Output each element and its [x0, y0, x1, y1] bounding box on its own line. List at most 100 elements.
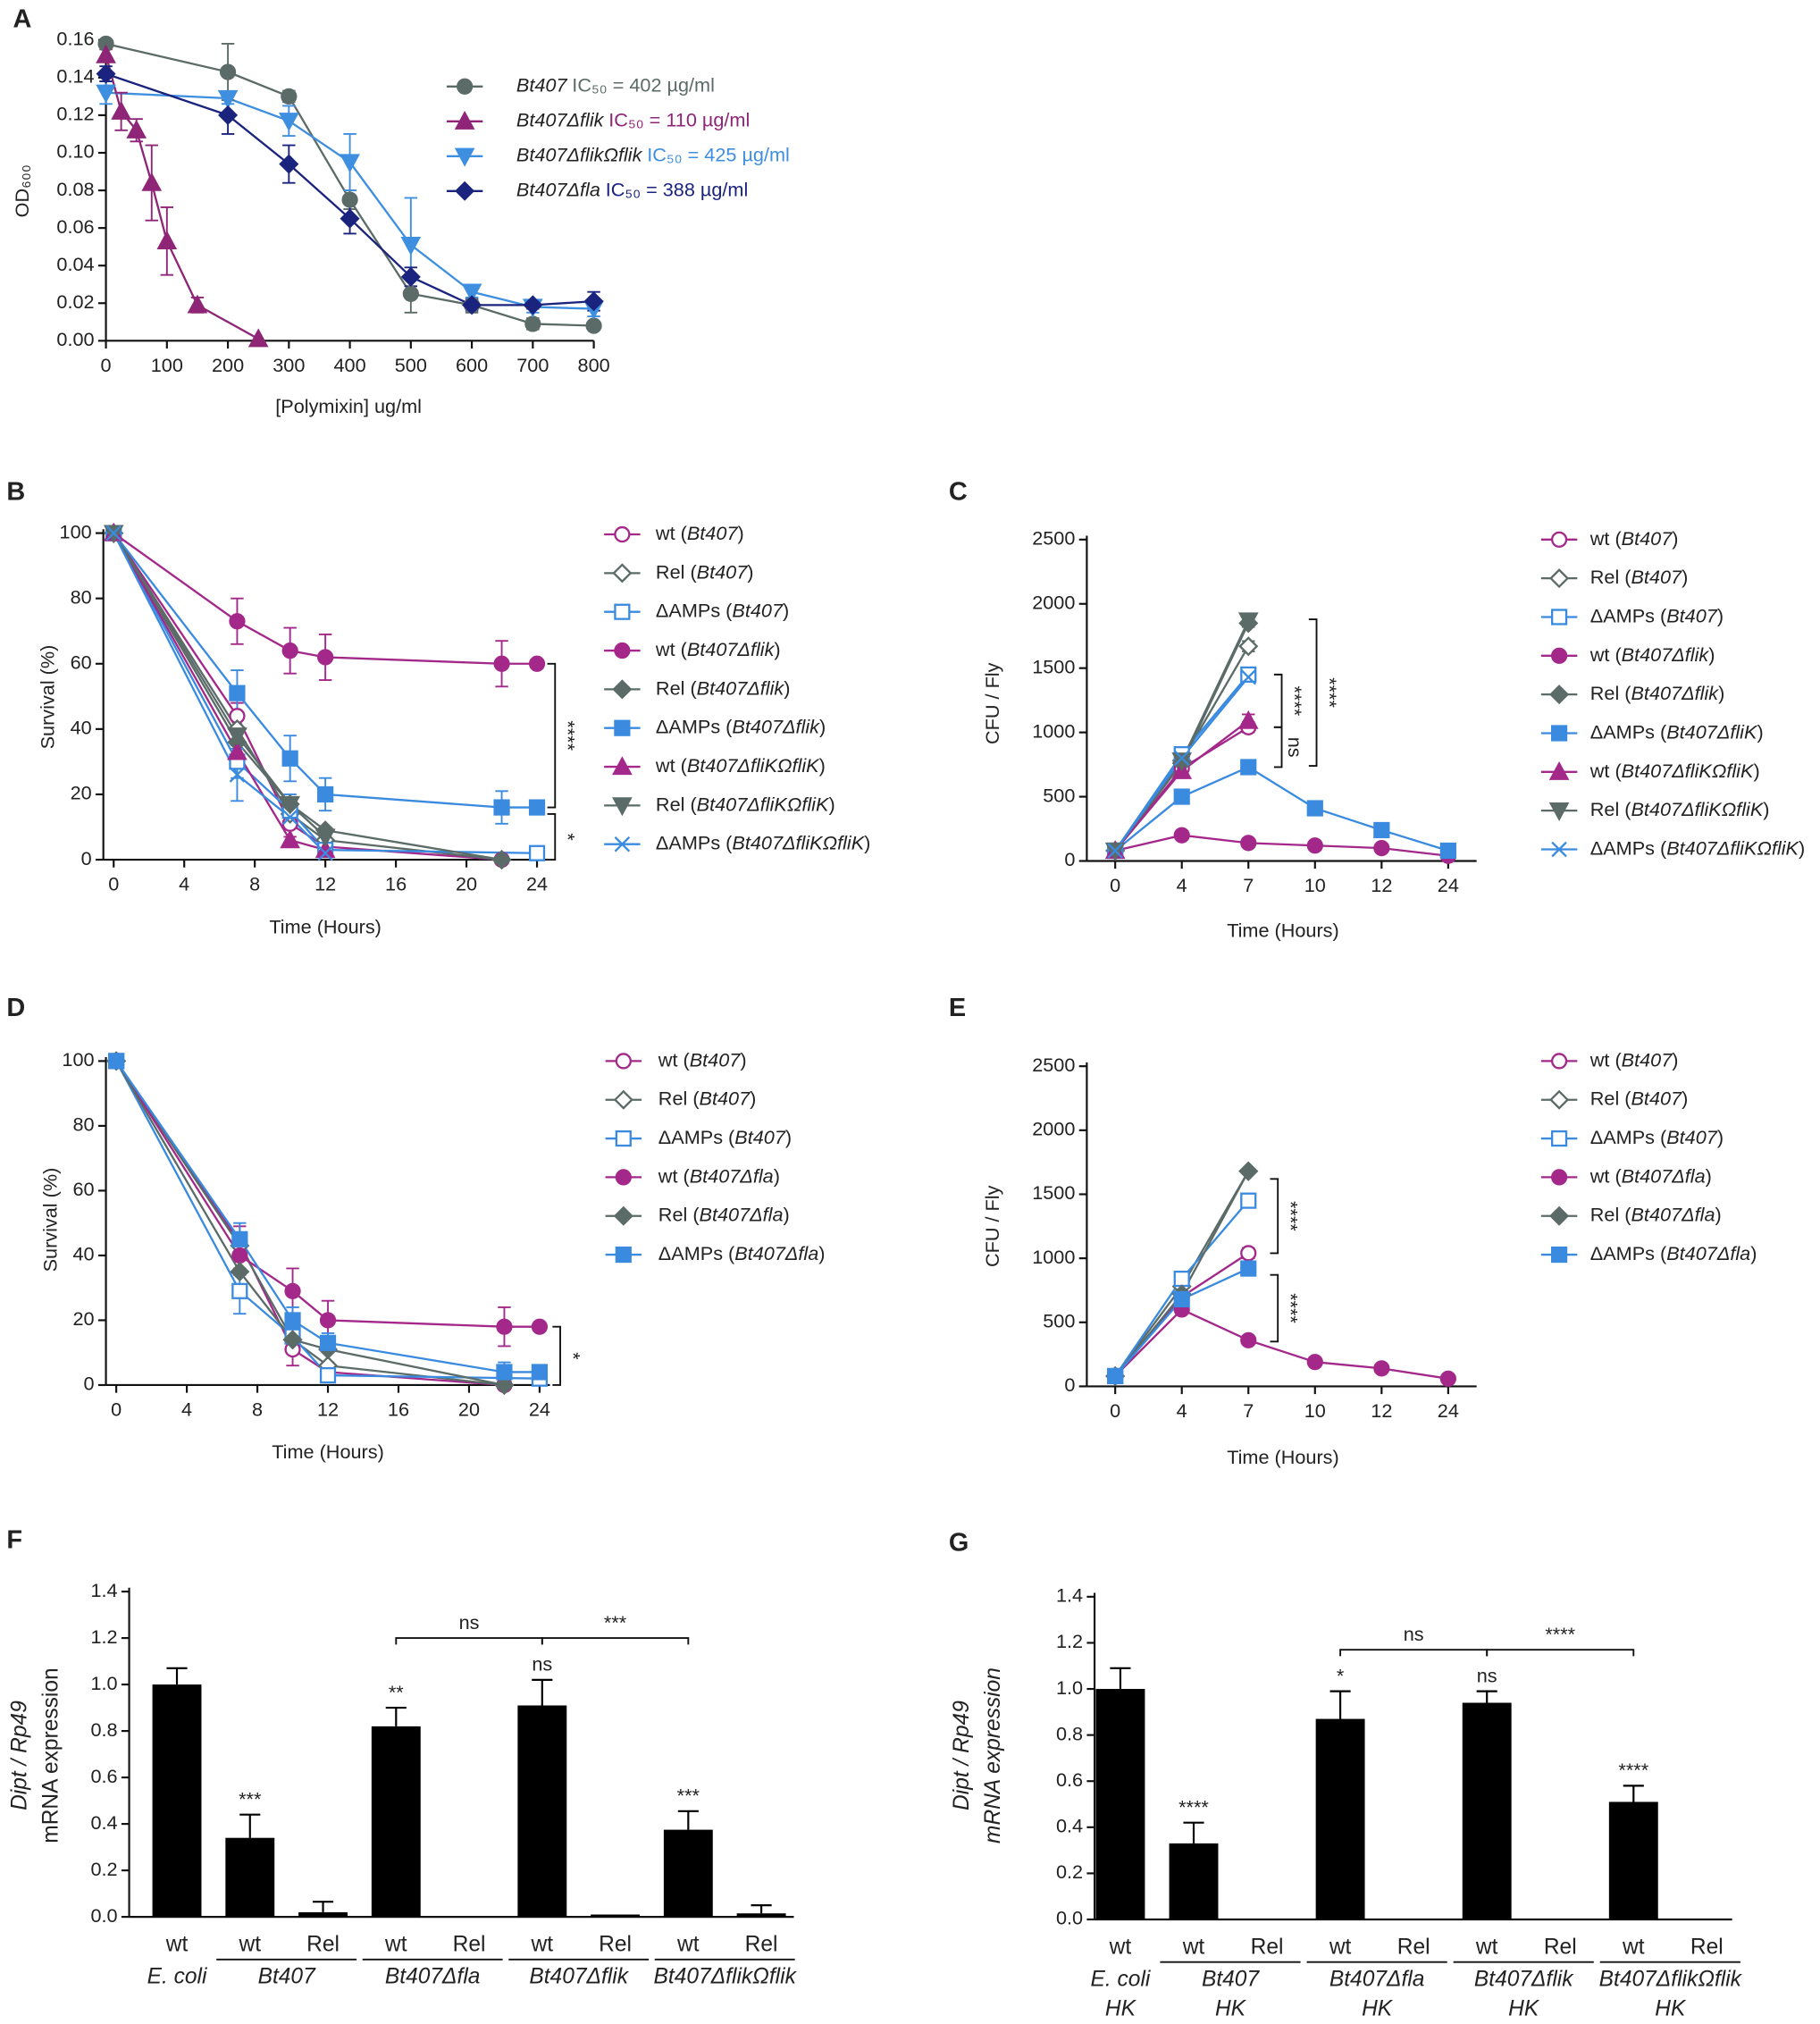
x-tick-label: wt — [1475, 1935, 1498, 1959]
legend-label: wt (Bt407) — [655, 522, 744, 544]
x-tick-label: 800 — [578, 354, 610, 376]
marker — [231, 1247, 248, 1264]
y-tick-label: 0.8 — [90, 1718, 117, 1741]
legend-label: wt (Bt407Δfla) — [658, 1164, 780, 1187]
y-tick-label: 1500 — [1032, 655, 1075, 677]
y-tick-label: 0.4 — [1056, 1815, 1083, 1837]
x-tick-label: Rel — [1397, 1935, 1430, 1959]
marker — [279, 154, 299, 174]
marker — [1306, 1354, 1323, 1371]
legend-label: ΔAMPs (Bt407Δfla) — [658, 1242, 826, 1264]
significance-label: **** — [558, 720, 580, 751]
legend-label: Rel (Bt407Δflik) — [656, 676, 791, 699]
legend-marker — [455, 181, 475, 201]
marker — [229, 684, 246, 701]
x-axis-label: Time (Hours) — [272, 1440, 384, 1463]
legend-label: Rel (Bt407) — [1590, 566, 1689, 588]
x-tick-label: 0 — [111, 1398, 122, 1421]
x-tick-label: 4 — [181, 1398, 192, 1421]
y-tick-label: 0 — [84, 1373, 95, 1395]
marker — [229, 767, 246, 783]
y-tick-label: 1.4 — [1056, 1584, 1083, 1607]
x-tick-label: 8 — [252, 1398, 263, 1421]
bar — [591, 1914, 641, 1918]
y-tick-label: 0.10 — [56, 140, 94, 163]
y-tick-label: 0.6 — [90, 1765, 117, 1787]
marker — [319, 1366, 337, 1384]
x-tick-label: 4 — [1177, 1399, 1187, 1422]
panel-letter: E — [949, 994, 966, 1022]
y-tick-label: 500 — [1043, 1309, 1075, 1331]
legend-marker — [1548, 761, 1570, 780]
x-tick-label: 12 — [1371, 874, 1392, 896]
legend-marker — [1549, 1205, 1570, 1226]
group-label: Bt407Δflik — [529, 1964, 629, 1988]
error-bar — [1476, 1690, 1497, 1703]
error-bar — [532, 1678, 553, 1706]
significance-label: **** — [1618, 1759, 1648, 1781]
marker — [319, 1334, 337, 1351]
x-tick-label: Rel — [745, 1932, 778, 1956]
bar — [517, 1705, 567, 1918]
x-tick-label: wt — [1182, 1935, 1205, 1959]
marker — [1373, 840, 1390, 857]
group-label: HK — [1655, 1997, 1687, 2021]
y-axis-label: Dipt / Rp49 — [950, 1701, 974, 1810]
legend-note: IC₅₀ = 388 µg/ml — [606, 179, 749, 201]
x-tick-label: 4 — [1177, 874, 1187, 896]
marker — [227, 727, 247, 746]
marker — [319, 1312, 337, 1329]
group-label: E. coli — [1091, 1967, 1151, 1991]
legend-label: wt (Bt407ΔfliKΩfliK) — [655, 754, 826, 777]
legend-marker — [1548, 802, 1570, 821]
legend-marker — [1550, 1130, 1568, 1147]
marker — [281, 88, 298, 105]
marker — [230, 1262, 250, 1282]
legend-label: ΔAMPs (Bt407) — [656, 599, 789, 621]
marker — [317, 844, 333, 861]
marker — [496, 1364, 513, 1381]
y-tick-label: 2000 — [1032, 1118, 1075, 1140]
y-axis-label: Survival (%) — [39, 1168, 62, 1272]
legend-note: IC₅₀ = 425 µg/ml — [647, 144, 790, 166]
marker — [496, 1318, 513, 1335]
legend-marker — [1550, 725, 1568, 742]
marker — [231, 1230, 248, 1247]
significance-bracket — [547, 812, 557, 861]
x-axis-label: Time (Hours) — [269, 915, 382, 937]
bar — [298, 1911, 348, 1918]
marker — [1237, 612, 1259, 632]
y-tick-label: 1.0 — [90, 1672, 117, 1694]
legend-label: wt (Bt407) — [1589, 527, 1679, 550]
significance-bracket — [1273, 726, 1283, 768]
significance-label: ns — [1477, 1664, 1497, 1686]
x-tick-label: 24 — [1438, 874, 1459, 896]
error-bar — [1183, 1821, 1204, 1843]
x-tick-label: 700 — [516, 354, 549, 376]
marker — [317, 785, 334, 803]
group-label: Bt407 — [1202, 1967, 1260, 1991]
y-tick-label: 0.8 — [1056, 1722, 1083, 1744]
x-tick-label: Rel — [306, 1932, 340, 1956]
marker — [528, 799, 546, 816]
marker — [1238, 636, 1259, 657]
legend-label: ΔAMPs (Bt407) — [1590, 604, 1724, 626]
series-line — [113, 532, 326, 838]
marker — [284, 1312, 301, 1329]
marker — [1237, 710, 1259, 729]
significance-label: **** — [1319, 677, 1341, 708]
x-tick-label: wt — [238, 1932, 261, 1956]
y-tick-label: 2500 — [1032, 1054, 1075, 1076]
comparison-bracket — [395, 1637, 543, 1645]
marker — [1306, 837, 1323, 854]
x-tick-label: 300 — [273, 354, 305, 376]
x-tick-label: wt — [531, 1932, 554, 1956]
legend-marker — [612, 797, 633, 817]
y-axis-label: mRNA expression — [981, 1667, 1005, 1843]
marker — [1173, 1290, 1190, 1308]
marker — [218, 105, 239, 125]
panel-letter: F — [6, 1525, 22, 1554]
x-tick-label: 12 — [315, 873, 336, 895]
marker — [1373, 1360, 1390, 1377]
error-bar — [385, 1707, 407, 1726]
